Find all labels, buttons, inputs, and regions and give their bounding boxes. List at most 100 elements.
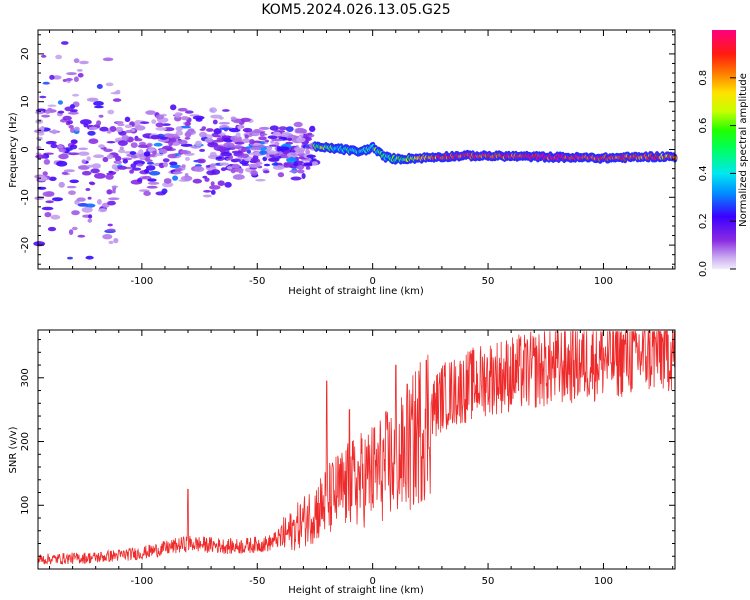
spectrogram-cell [83,123,89,128]
spectrogram-cell [45,110,51,114]
spectrogram-cell [158,148,168,154]
spectrogram-cell [237,125,242,130]
spectrogram-cell [117,165,128,170]
spectrogram-cell [210,114,223,119]
spectrogram-cell [311,158,317,162]
snr-frame [37,329,676,570]
spectrogram-cell [145,165,156,171]
spectrogram-cell [98,114,104,118]
spectrogram-cell [249,139,255,145]
y-tick-label: 200 [20,432,31,451]
spectrogram-cell [61,171,69,175]
spectrogram-cell [56,160,68,167]
spectrogram-cell [78,147,88,151]
colorbar-tick-label: 0.8 [698,70,709,86]
spectrogram-cell [73,76,79,82]
spectrogram-cell [57,100,64,105]
spectrogram-cell [72,93,80,97]
y-tick-label: 10 [20,95,31,108]
spectrogram-cell [293,161,298,167]
spectrogram-cell [147,181,160,185]
spectrogram-cell [42,81,50,85]
spectrogram-cell [147,148,156,152]
spectrogram-cell [146,185,158,189]
spectrogram-cell [57,145,64,149]
spectrogram-cell [172,175,179,181]
spectrogram-cell [96,84,103,89]
x-tick-label: 100 [594,576,613,587]
spectrogram-cell [136,163,144,167]
spectrogram-cell [267,135,278,139]
spectrogram-cell [220,167,227,172]
spectrogram-cell [41,206,54,211]
spectrogram-cell [151,119,157,124]
spectrogram-cell [258,126,270,130]
spectrogram-cell [305,149,311,155]
colorbar-gradient [712,30,736,269]
spectrogram-cell [283,162,289,166]
spectrogram-cell [267,150,278,155]
spectrogram-cell [35,154,47,159]
spectrogram-cell [67,256,73,260]
spectrogram-cell [41,114,50,118]
spectrogram-cell [212,119,218,125]
spectrogram-cell [48,176,57,181]
spectrogram-cell [258,136,267,141]
spectrogram-cell [219,162,230,166]
y-tick-label: 0 [20,146,31,152]
spectrogram-cell [199,131,207,138]
spectrogram-cell [68,124,74,129]
spectrogram-cell [68,229,74,236]
spectrogram-cell [259,150,268,155]
spectrogram-cell [129,151,137,155]
spectrogram-cell [86,97,99,102]
spectrogram-cell [41,54,47,58]
spectrogram-cell [153,142,163,147]
spectrogram-cell [220,152,233,157]
spectrogram-cell [163,178,172,184]
x-tick-label: 0 [369,576,375,587]
spectrogram-cell [125,166,132,170]
spectrogram-cell [98,208,107,213]
spectrogram-cell [117,140,128,147]
spectrogram-cell [73,58,80,64]
spectrogram-cell [169,164,182,169]
spectrogram-cell [118,149,126,154]
spectrogram-cell [286,152,298,159]
spectrogram-cell [43,159,51,165]
spectrogram-cell [129,169,135,174]
spectrogram-cell [286,157,297,164]
spectrogram-cell [295,149,305,155]
spectrogram-cell [71,226,78,231]
spectrogram-cell [210,181,215,186]
spectrogram-cell [143,151,151,157]
spectrogram-cell [98,144,105,149]
spectrogram-cell [202,175,208,179]
spectrogram-cell [234,141,245,145]
spectrogram-cell [264,139,270,143]
spectrogram-cell [155,122,164,128]
spectrogram-cell [155,127,167,131]
spectrogram-cell [185,110,194,114]
spectrogram-cell [203,190,212,193]
x-tick-label: 0 [369,276,375,287]
spectrogram-cell [106,129,112,134]
spectrogram-cell [146,161,154,165]
spectrogram-cell [217,180,225,186]
spectrogram-cell [99,126,109,132]
x-tick-label: 50 [482,276,495,287]
spectrogram-cell [277,172,285,178]
x-tick-label: -50 [249,276,265,287]
spectrogram-cell [302,134,309,138]
spectrogram-cell [167,153,178,159]
y-tick-label: 300 [20,368,31,387]
spectrogram-cell [85,188,91,191]
spectrogram-cell [117,123,125,127]
spectrogram-cell [219,127,232,131]
snr-ticks: -100 -50 0 50 100 100 200 300 [20,330,675,587]
spectrogram-cell [268,157,280,162]
spectrogram-cell [306,154,317,158]
spectrogram-cell [77,73,84,78]
